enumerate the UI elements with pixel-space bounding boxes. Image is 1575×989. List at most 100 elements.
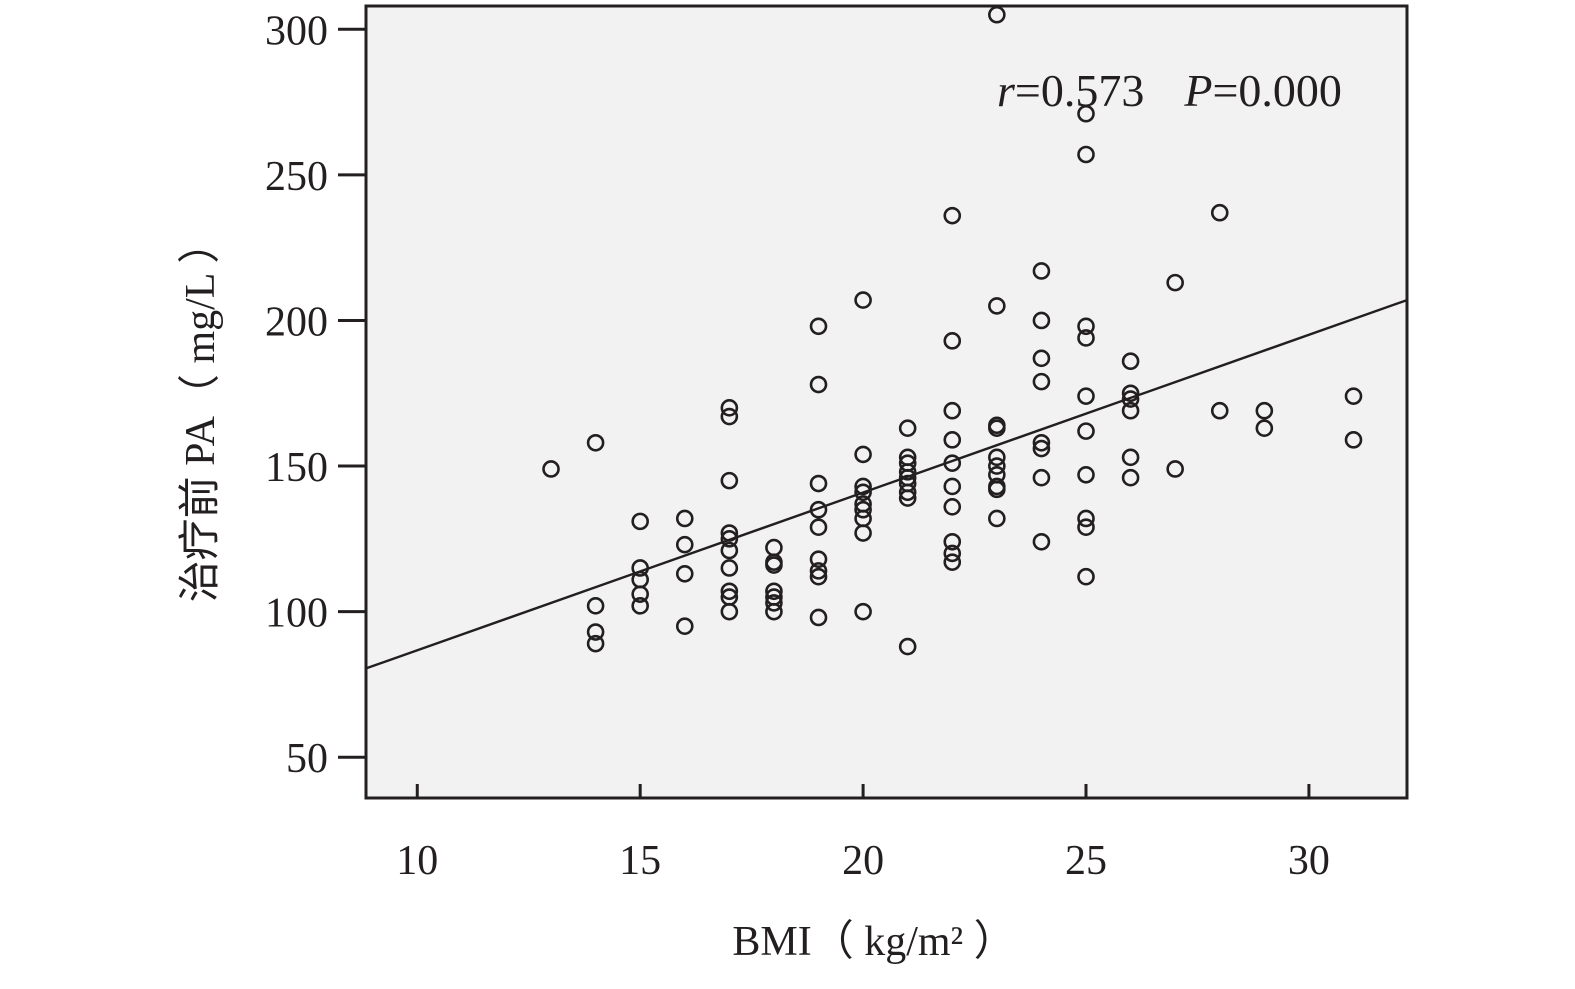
data-point [943,553,962,571]
data-point [809,567,828,586]
data-point [765,582,783,601]
data-point [988,457,1006,475]
y-tick-label: 150 [265,445,328,491]
data-point [1032,372,1051,391]
data-point [1166,460,1184,478]
data-point [720,407,739,426]
data-point [854,524,872,542]
correlation-annotation: r=0.573 P=0.000 [997,65,1342,116]
x-tick-label: 25 [1065,838,1107,884]
y-tick-label: 200 [265,299,328,345]
data-point [1032,433,1051,452]
plot-background [366,6,1407,798]
data-point [1210,401,1229,420]
data-point [1077,509,1095,528]
data-point [675,535,694,554]
p-symbol: P [1183,65,1212,116]
r-value: =0.573 [1015,65,1144,116]
data-point [1121,390,1140,408]
data-point [1255,419,1274,438]
data-point [988,480,1006,499]
data-point [809,375,828,394]
y-tick-label: 300 [265,8,328,54]
data-point [1121,448,1140,467]
data-point [943,544,962,563]
data-point [720,530,739,548]
y-axis-title: 治疗前 PA（ mg/L ） [178,222,224,603]
data-point [1077,422,1095,440]
data-point [675,509,694,528]
r-symbol: r [997,65,1016,116]
data-point [1032,311,1051,330]
y-axis: 50 100 150 200 250 300 [265,8,366,782]
data-point [1077,387,1095,405]
data-point [1344,387,1363,405]
x-axis: 10 15 20 25 30 [396,784,1330,884]
x-tick-label: 20 [842,838,884,884]
data-point [675,564,694,583]
data-point [1032,349,1051,368]
data-point [1032,468,1051,487]
y-tick-label: 50 [286,736,328,782]
data-point [1077,145,1095,164]
data-point [765,556,783,574]
data-point [720,399,739,417]
data-point [1344,431,1363,449]
data-point [854,477,872,496]
data-point [586,433,605,452]
y-tick-label: 100 [265,591,328,637]
data-point [854,291,872,309]
data-point [720,602,739,621]
data-point [1121,384,1140,403]
data-point [988,297,1006,315]
data-point [675,617,694,636]
data-point [1077,329,1095,347]
data-point [631,597,649,615]
data-point [809,608,828,627]
data-point [898,489,917,507]
data-point [943,431,962,449]
data-point [943,477,962,496]
data-point [809,518,828,537]
data-point [988,419,1006,438]
data-point [1032,439,1051,458]
data-point [1077,317,1095,336]
data-point [1121,352,1140,371]
data-point [1077,567,1095,586]
data-point [542,460,560,478]
x-tick-label: 15 [619,838,661,884]
data-point [720,541,739,560]
data-point [1255,401,1274,420]
data-point [1121,401,1140,420]
data-point [988,509,1006,528]
x-tick-label: 30 [1288,838,1330,884]
data-point [898,637,917,656]
data-point [1077,104,1095,123]
x-axis-title: BMI（ kg/m² ） [732,919,1015,965]
data-point [1077,465,1095,484]
data-point [809,562,828,580]
data-point [854,602,872,621]
data-point [586,597,605,615]
data-point [1077,518,1095,537]
data-point [586,623,605,641]
data-point [898,463,917,481]
data-point [1032,532,1051,551]
data-point [765,602,783,621]
data-point [1121,468,1140,487]
data-point [631,585,649,603]
p-value: =0.000 [1212,65,1341,116]
data-point [809,317,828,336]
data-point [765,594,783,612]
data-point [1166,273,1184,292]
data-point [943,532,962,551]
data-point [854,445,872,464]
data-point [720,471,739,490]
data-point [898,419,917,438]
data-point [943,206,962,225]
plot-frame [364,4,1409,800]
data-point [988,448,1006,467]
data-point [586,634,605,653]
